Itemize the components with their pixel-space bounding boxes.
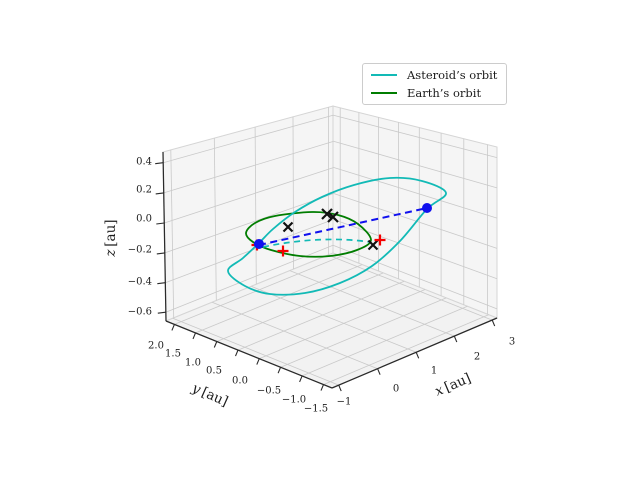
legend: Asteroid’s orbit Earth’s orbit	[362, 63, 507, 105]
y-tick-label: −1.5	[304, 404, 328, 415]
grid-line-y-floor	[174, 255, 342, 325]
marker-group	[251, 203, 432, 257]
y-tick-label: 0.0	[232, 376, 248, 387]
x-tick-mark	[377, 368, 381, 375]
grid-line-x-floor	[251, 285, 417, 353]
y-tick-mark	[213, 341, 218, 348]
legend-label-earth-orbit: Earth’s orbit	[407, 86, 482, 100]
grid-line-y-floor	[195, 264, 363, 334]
y-tick-mark	[320, 384, 325, 391]
y-tick-label: −1.0	[282, 395, 306, 406]
x-tick-mark	[453, 335, 458, 343]
y-tick-mark	[256, 358, 260, 365]
position-dot-marker	[422, 203, 432, 213]
z-tick-label: −0.6	[128, 307, 152, 318]
grid-line-z-left	[163, 141, 334, 194]
z-tick-label: −0.2	[128, 245, 152, 256]
y-tick-label: 2.0	[148, 341, 164, 352]
x-marker	[282, 221, 294, 233]
y-tick-mark	[299, 375, 303, 383]
x-tick-label: 1	[431, 366, 437, 377]
x-tick-mark	[338, 384, 342, 392]
grid-line-y-floor	[280, 297, 447, 368]
grid-line-y-floor	[216, 272, 384, 342]
earth-asteroid-dashed-line	[258, 207, 428, 246]
y-axis-spine	[165, 320, 333, 389]
grid-line-x-floor	[172, 317, 339, 386]
z-tick-label: 0.4	[136, 157, 152, 168]
plus-marker	[374, 234, 386, 246]
z-axis-title: z [au]	[103, 219, 119, 257]
grid-line-x-floor	[327, 254, 493, 321]
x-marker	[327, 211, 339, 223]
z-tick-mark	[155, 162, 164, 165]
grid-line-z-left	[164, 193, 334, 254]
x-axis-title: x [au]	[433, 370, 474, 399]
x-axis-spine	[331, 317, 498, 389]
tick-mark-group	[155, 162, 496, 392]
grid-line-y-floor	[301, 305, 468, 377]
z-tick-label: 0.2	[136, 185, 152, 196]
grid-line-x-wall	[254, 127, 257, 285]
z-tick-mark	[157, 311, 166, 314]
grid-line-z-right	[332, 114, 498, 158]
plus-marker	[277, 245, 289, 257]
legend-item-asteroid-orbit: Asteroid’s orbit	[371, 68, 498, 82]
y-tick-mark	[277, 366, 282, 374]
grid-line-z-right	[332, 192, 498, 249]
pane-group	[162, 105, 499, 389]
grid-line-y-floor	[323, 314, 489, 385]
grid-line-z-left	[164, 167, 334, 224]
gridline-group	[163, 107, 498, 386]
y-tick-label: −0.5	[257, 386, 281, 397]
x-tick-label: 3	[509, 337, 515, 348]
grid-line-y-floor	[237, 280, 405, 351]
grid-line-x-floor	[211, 301, 378, 370]
y-tick-label: 1.5	[165, 349, 181, 360]
grid-line-x-floor	[289, 270, 455, 337]
grid-line-z-right	[332, 218, 498, 280]
tick-label-group: −1 0 1 2 3 2.01.5 1.0 0.5 0.0 −0.5−1.0−1.5 0.4 0.2 0…	[128, 157, 515, 415]
legend-label-asteroid-orbit: Asteroid’s orbit	[407, 68, 498, 82]
asteroid-orbit-hidden-dashed-path	[262, 238, 371, 248]
grid-line-z-left	[163, 114, 334, 164]
grid-line-z-right	[332, 244, 498, 310]
y-tick-mark	[234, 349, 239, 357]
x-marker	[321, 208, 333, 220]
z-tick-mark	[156, 222, 165, 225]
axis-spine-group	[162, 151, 498, 389]
z-tick-mark	[155, 192, 164, 195]
z-tick-label: −0.4	[128, 277, 152, 288]
y-axis-title: y [au]	[189, 380, 231, 410]
x-tick-label: −1	[337, 397, 352, 408]
z-tick-mark	[157, 282, 166, 285]
x-tick-label: 0	[393, 384, 399, 395]
grid-line-x-wall	[292, 116, 295, 270]
legend-item-earth-orbit: Earth’s orbit	[371, 86, 498, 100]
y-tick-mark	[171, 324, 175, 331]
grid-line-z-right	[332, 166, 498, 219]
x-tick-label: 2	[474, 352, 480, 363]
z-axis-spine	[162, 151, 167, 322]
grid-line-x-wall	[170, 149, 175, 318]
x-marker	[367, 239, 379, 251]
earth-orbit-path	[245, 211, 372, 258]
z-tick-mark	[156, 252, 165, 255]
grid-line-x-wall	[213, 138, 217, 301]
x-tick-mark	[491, 319, 496, 327]
y-tick-label: 1.0	[185, 358, 201, 369]
y-tick-label: 0.5	[206, 366, 222, 377]
x-tick-mark	[415, 352, 420, 359]
earth-orbit-line-swatch	[371, 91, 397, 95]
z-tick-label: 0.0	[136, 214, 152, 225]
grid-line-y-floor	[259, 289, 426, 359]
y-tick-mark	[192, 332, 197, 340]
asteroid-orbit-line-swatch	[371, 73, 397, 77]
position-dot-marker	[254, 239, 264, 249]
grid-line-z-right	[332, 140, 498, 189]
